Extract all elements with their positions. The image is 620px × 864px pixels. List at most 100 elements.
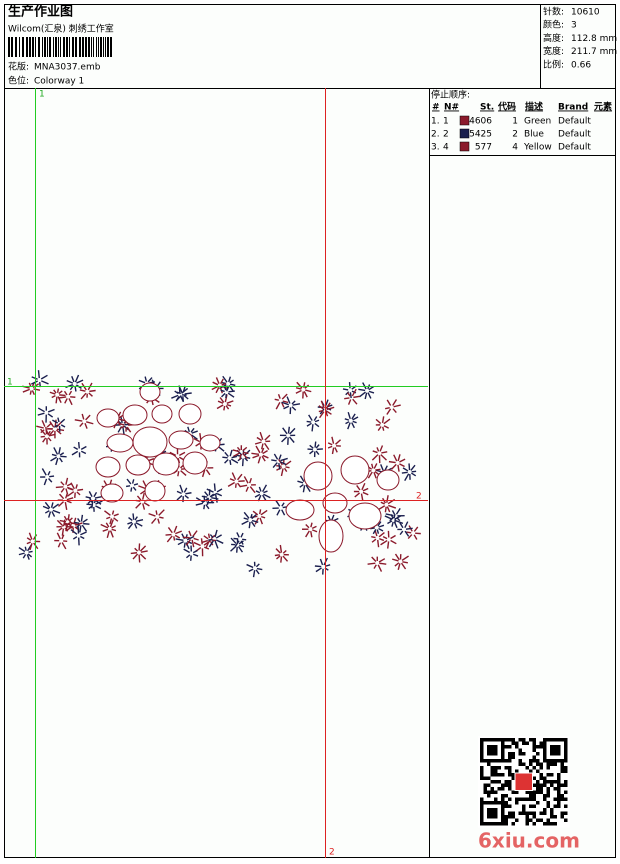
qr-module bbox=[480, 745, 484, 749]
qr-module bbox=[543, 784, 547, 788]
stitch bbox=[388, 541, 389, 548]
qr-module bbox=[498, 766, 502, 770]
qr-module bbox=[526, 822, 530, 826]
qr-module bbox=[533, 742, 537, 746]
stitch bbox=[29, 551, 33, 552]
qr-module bbox=[501, 794, 505, 798]
qr-module bbox=[540, 766, 544, 770]
stitch bbox=[402, 472, 408, 473]
qr-module bbox=[543, 738, 547, 742]
row-code: 4 bbox=[512, 143, 518, 153]
stitch bbox=[242, 539, 246, 540]
design-label: 花版: bbox=[8, 61, 29, 73]
bar bbox=[42, 37, 43, 57]
qr-module bbox=[494, 766, 498, 770]
qr-module bbox=[543, 780, 547, 784]
qr-module bbox=[526, 766, 530, 770]
qr-module bbox=[561, 770, 565, 774]
qr-module bbox=[550, 745, 554, 749]
qr-module bbox=[494, 745, 498, 749]
qr-module bbox=[515, 798, 519, 802]
stitch bbox=[92, 500, 93, 508]
stitch bbox=[126, 486, 130, 487]
qr-module bbox=[540, 763, 544, 767]
qr-module bbox=[519, 759, 523, 763]
bar bbox=[8, 37, 10, 57]
applique-outline bbox=[96, 457, 120, 477]
qr-module bbox=[491, 815, 495, 819]
qr-module bbox=[557, 801, 561, 805]
qr-module bbox=[487, 745, 491, 749]
bar bbox=[105, 37, 106, 57]
qr-module bbox=[547, 780, 551, 784]
column-header: # bbox=[432, 103, 440, 113]
qr-module bbox=[564, 805, 568, 809]
qr-module bbox=[480, 773, 484, 777]
qr-module bbox=[505, 745, 509, 749]
row-stitches: 5425 bbox=[469, 130, 492, 140]
qr-module bbox=[550, 780, 554, 784]
applique-outline bbox=[101, 484, 123, 502]
applique-outline bbox=[319, 520, 343, 552]
qr-module bbox=[564, 756, 568, 760]
applique-outline bbox=[107, 434, 133, 452]
stitch bbox=[281, 557, 282, 563]
qr-module bbox=[536, 752, 540, 756]
qr-module bbox=[491, 791, 495, 795]
qr-module bbox=[508, 738, 512, 742]
qr-module bbox=[512, 791, 516, 795]
qr-module bbox=[505, 819, 509, 823]
qr-module bbox=[529, 794, 533, 798]
stitch bbox=[58, 388, 59, 392]
qr-module bbox=[536, 759, 540, 763]
qr-module bbox=[487, 752, 491, 756]
qr-module bbox=[554, 805, 558, 809]
stitch bbox=[243, 459, 244, 467]
qr-module bbox=[526, 815, 530, 819]
qr-module bbox=[554, 815, 558, 819]
qr-module bbox=[491, 773, 495, 777]
applique-outline bbox=[286, 500, 314, 520]
stat-value: 10610 bbox=[571, 8, 600, 18]
bar bbox=[19, 37, 20, 57]
barcode bbox=[8, 37, 112, 57]
stitch bbox=[79, 442, 80, 448]
qr-module bbox=[543, 749, 547, 753]
qr-module bbox=[529, 770, 533, 774]
row-brand: Default bbox=[558, 117, 591, 127]
bar bbox=[11, 37, 13, 57]
stitch bbox=[389, 462, 396, 463]
qr-module bbox=[526, 742, 530, 746]
stitch bbox=[131, 487, 132, 491]
qr-module bbox=[480, 798, 484, 802]
qr-module bbox=[557, 759, 561, 763]
stop-title: 停止顺序: bbox=[431, 89, 470, 101]
qr-module bbox=[491, 752, 495, 756]
stitch bbox=[224, 406, 225, 410]
bar bbox=[98, 37, 99, 57]
qr-module bbox=[522, 805, 526, 809]
qr-module bbox=[498, 787, 502, 791]
qr-module bbox=[494, 770, 498, 774]
qr-module bbox=[522, 763, 526, 767]
stitch bbox=[222, 457, 227, 458]
qr-module bbox=[505, 766, 509, 770]
qr-module bbox=[533, 766, 537, 770]
row-description: Blue bbox=[524, 130, 544, 140]
qr-module bbox=[522, 742, 526, 746]
qr-module bbox=[529, 759, 533, 763]
qr-module bbox=[533, 798, 537, 802]
qr-module bbox=[512, 756, 516, 760]
guide-label: 1 bbox=[7, 378, 13, 388]
qr-module bbox=[519, 763, 523, 767]
stitch bbox=[381, 452, 387, 453]
qr-module bbox=[529, 791, 533, 795]
qr-module bbox=[512, 773, 516, 777]
qr-module bbox=[505, 805, 509, 809]
qr-module bbox=[491, 808, 495, 812]
stitch bbox=[139, 555, 140, 563]
bar bbox=[110, 37, 112, 57]
row-description: Yellow bbox=[523, 143, 552, 153]
qr-module bbox=[487, 784, 491, 788]
